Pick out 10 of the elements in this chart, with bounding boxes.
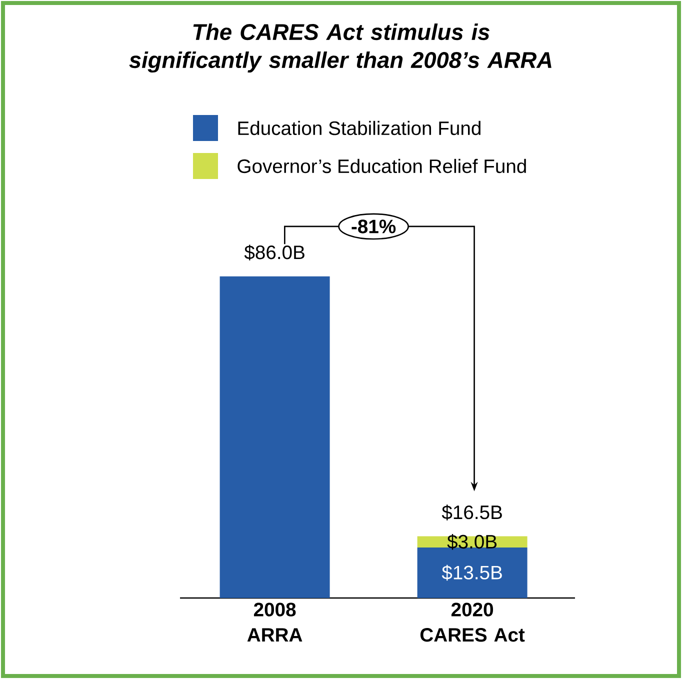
text: -81% [352, 220, 396, 234]
x-tick-label: 2020 CARES Act [420, 602, 525, 642]
total-label: $86.0B [244, 244, 304, 260]
legend-label: Education Stabilization Fund [238, 120, 480, 136]
x-tick-label: 2008 ARRA [247, 602, 302, 642]
data-label: $13.5B [442, 564, 502, 581]
total-label: $16.5B [442, 504, 502, 520]
chart-title: The CARES Act stimulus is significantly smaller than 2008’s ARRA [129, 23, 552, 73]
data-label: $3.0B [447, 534, 497, 550]
legend-label: Governor’s Education Relief Fund [238, 158, 526, 174]
